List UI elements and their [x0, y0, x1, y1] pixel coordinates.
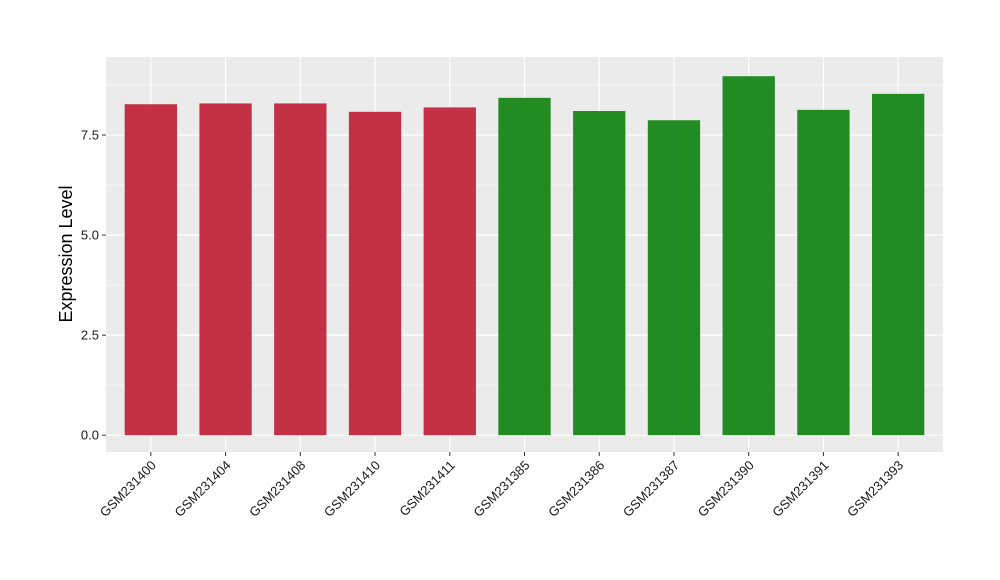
bar-GSM231385: [498, 97, 551, 436]
bar-GSM231408: [274, 103, 327, 436]
y-axis-title: Expression Level: [56, 185, 76, 322]
bar-GSM231411: [423, 107, 476, 436]
y-tick-label: 0.0: [81, 428, 99, 443]
x-tick-label: GSM231386: [545, 458, 607, 520]
bar-GSM231404: [199, 103, 252, 436]
x-tick-label: GSM231404: [171, 458, 233, 520]
x-tick-label: GSM231387: [620, 458, 682, 520]
bar-GSM231386: [573, 111, 626, 436]
y-axis-ticks: 0.0 2.5 5.0 7.5: [81, 128, 106, 443]
bar-GSM231393: [872, 93, 925, 436]
y-tick-label: 5.0: [81, 228, 99, 243]
y-tick-label: 2.5: [81, 328, 99, 343]
x-axis-ticks: GSM231400 GSM231404 GSM231408 GSM231410 GSM2…: [97, 452, 906, 520]
x-tick-label: GSM231410: [321, 458, 383, 520]
x-tick-label: GSM231390: [695, 458, 757, 520]
x-tick-label: GSM231408: [246, 458, 308, 520]
x-tick-label: GSM231411: [396, 458, 458, 520]
bar-GSM231400: [124, 104, 177, 436]
bars: [124, 76, 925, 436]
x-tick-label: GSM231385: [470, 458, 532, 520]
bar-GSM231390: [722, 76, 775, 436]
x-tick-label: GSM231400: [97, 458, 159, 520]
x-tick-label: GSM231393: [844, 458, 906, 520]
y-tick-label: 7.5: [81, 128, 99, 143]
bar-GSM231410: [348, 111, 402, 436]
bar-GSM231387: [647, 120, 701, 436]
bar-GSM231391: [797, 109, 850, 436]
x-tick-label: GSM231391: [769, 458, 831, 520]
